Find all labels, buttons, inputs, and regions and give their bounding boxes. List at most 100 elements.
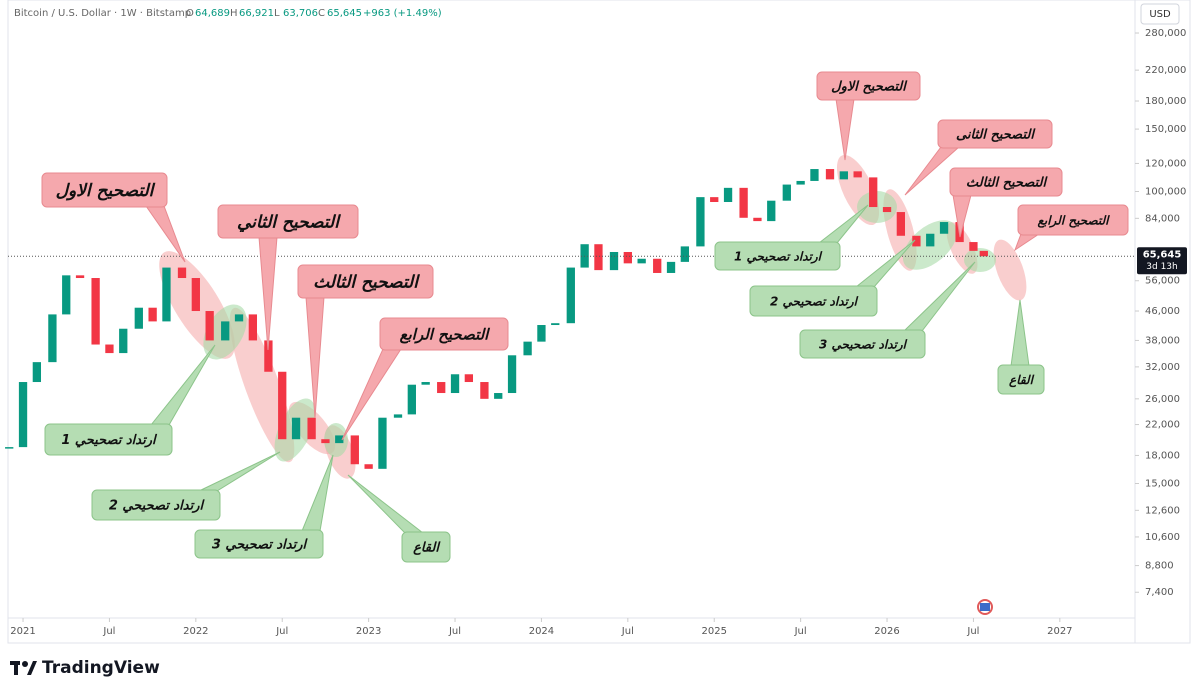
change: +963 (+1.49%) <box>363 8 442 19</box>
candle <box>494 393 503 399</box>
x-tick-label: Jul <box>794 626 807 637</box>
candle <box>162 267 171 322</box>
candle <box>364 464 373 469</box>
candle <box>18 382 28 448</box>
x-tick-label: 2022 <box>183 626 208 637</box>
x-tick-label: 2021 <box>10 626 35 637</box>
annotation: ارتداد تصحيحي 1 <box>734 250 823 265</box>
candle <box>307 417 316 440</box>
candle <box>594 244 603 271</box>
candle <box>75 275 85 279</box>
candle <box>507 355 517 394</box>
y-tick-label: 180,000 <box>1145 96 1186 107</box>
y-tick-label: 12,600 <box>1145 505 1180 516</box>
callout-pointer <box>1013 233 1041 252</box>
callout-box <box>401 531 451 563</box>
callout-box <box>217 204 359 239</box>
annotation: التصحيح الثالث <box>313 273 420 293</box>
candle <box>335 435 344 444</box>
candle <box>393 414 403 418</box>
candle <box>48 314 57 363</box>
y-tick-label: 120,000 <box>1145 158 1186 169</box>
y-tick-label: 46,000 <box>1145 306 1180 317</box>
candle <box>62 275 71 315</box>
candle <box>810 169 819 181</box>
candle <box>278 371 287 440</box>
callout-pointer <box>347 474 425 534</box>
callout-box <box>799 329 926 359</box>
candle <box>437 382 446 394</box>
callout-box <box>949 167 1063 197</box>
callout-pointer <box>902 261 976 332</box>
candle <box>464 374 474 383</box>
x-tick-label: 2025 <box>702 626 727 637</box>
callout-box <box>749 285 878 317</box>
x-tick-label: 2024 <box>529 626 554 637</box>
annotation: ارتداد تصحيحي 2 <box>109 499 206 514</box>
callout-pointer <box>341 348 402 441</box>
candle <box>264 340 273 372</box>
y-tick-label: 15,000 <box>1145 478 1180 489</box>
candle <box>148 307 157 322</box>
y-tick-label: 56,000 <box>1145 276 1180 287</box>
candle <box>407 384 416 415</box>
x-tick-label: 2027 <box>1047 626 1072 637</box>
callout-box <box>997 364 1045 395</box>
candle <box>32 362 42 383</box>
candle <box>853 171 862 178</box>
annotation: التصحيح الثاني <box>237 213 341 233</box>
candle <box>825 169 835 180</box>
callout-pointer <box>835 98 855 161</box>
candle <box>710 197 719 203</box>
y-tick-label: 26,000 <box>1145 394 1180 405</box>
y-tick-label: 280,000 <box>1145 28 1186 39</box>
y-tick-label: 18,000 <box>1145 450 1180 461</box>
x-tick-label: Jul <box>102 626 115 637</box>
callout-box <box>91 489 221 521</box>
x-tick-label: Jul <box>966 626 979 637</box>
annotation: القاع <box>413 541 441 556</box>
y-tick-label: 10,600 <box>1145 532 1180 543</box>
annotation: ارتداد تصحيحي 3 <box>212 538 309 553</box>
candle <box>480 382 489 399</box>
candle <box>221 321 230 341</box>
currency-label[interactable]: USD <box>1149 9 1171 20</box>
callout-box <box>44 423 173 456</box>
candle <box>653 258 662 273</box>
brand-logo <box>10 661 37 675</box>
candle <box>782 184 791 201</box>
highlight <box>993 239 1027 301</box>
candle <box>191 278 200 312</box>
candle <box>91 278 100 345</box>
candle <box>912 235 921 247</box>
candle <box>450 374 460 394</box>
candle <box>350 435 359 465</box>
annotation: التصحيح الرابع <box>1038 214 1111 229</box>
y-tick-label: 22,000 <box>1145 420 1180 431</box>
ohlc-key: L <box>274 8 280 19</box>
candle <box>551 323 560 326</box>
callout-box <box>1017 204 1129 236</box>
last-price-label: 65,645 <box>1143 249 1182 260</box>
callout-pointer <box>1010 299 1030 367</box>
ohlc-key: C <box>318 8 325 19</box>
countdown: 3d 13h <box>1146 262 1177 272</box>
candle <box>291 417 301 440</box>
ohlc-key: O <box>186 8 194 19</box>
annotation: القاع <box>1009 373 1035 388</box>
y-tick-label: 100,000 <box>1145 186 1186 197</box>
candle <box>321 439 330 444</box>
callout-box <box>194 529 324 559</box>
currency-button[interactable] <box>1140 3 1180 25</box>
x-tick-label: Jul <box>621 626 634 637</box>
annotation: ارتداد تصحيحي 2 <box>770 295 859 310</box>
candle <box>896 212 906 236</box>
brand: TradingView <box>42 658 160 678</box>
callout-pointer <box>149 344 216 426</box>
candle <box>177 267 187 279</box>
callout-pointer <box>258 236 278 351</box>
candle <box>378 417 387 469</box>
frame <box>7 0 1191 644</box>
